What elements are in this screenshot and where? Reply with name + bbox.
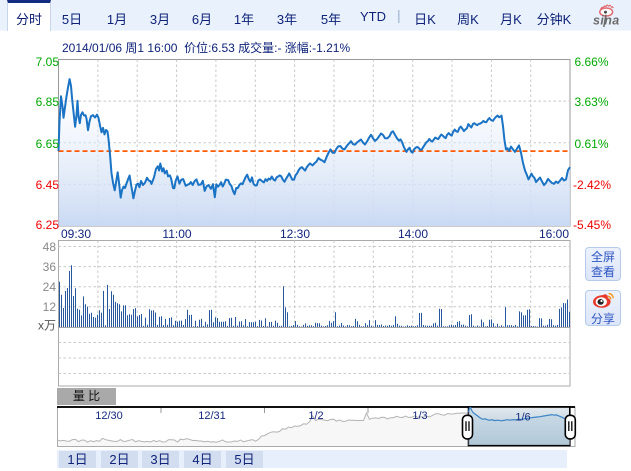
- svg-text:1/6: 1/6: [515, 412, 530, 424]
- svg-text:sina: sina: [593, 14, 620, 28]
